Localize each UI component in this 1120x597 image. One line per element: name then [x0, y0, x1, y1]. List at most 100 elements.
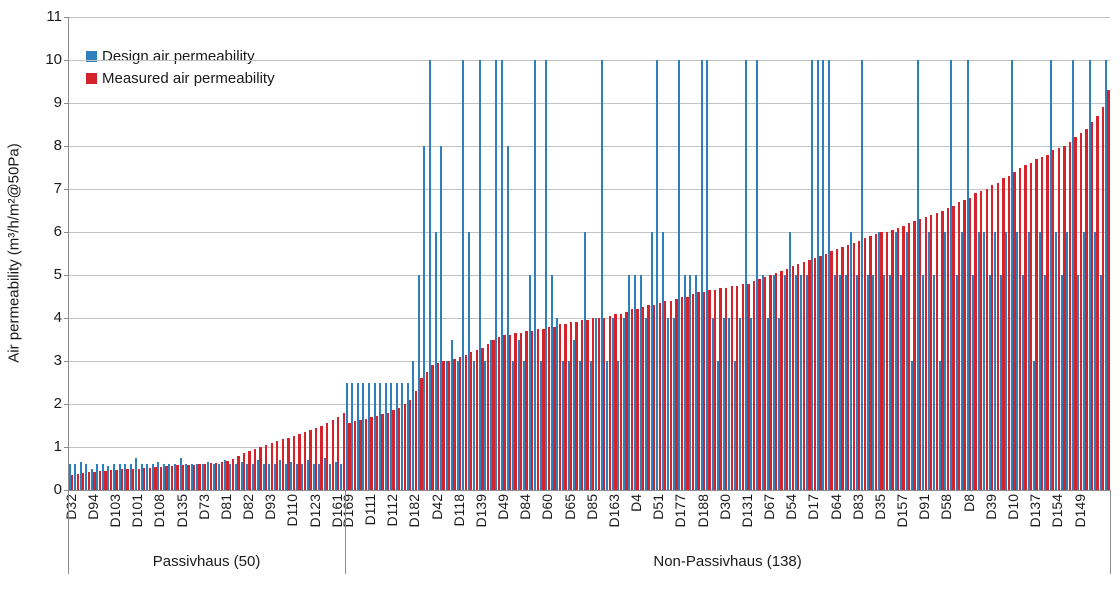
design-legend-label: Design air permeability — [102, 47, 255, 65]
measured-bar — [780, 270, 783, 490]
y-tick-label: 6 — [53, 223, 62, 240]
design-bar — [534, 60, 537, 490]
y-axis-title: Air permeability (m³/h/m²@50Pa) — [5, 143, 23, 363]
measured-bar — [835, 249, 839, 490]
measured-bar — [702, 292, 706, 490]
y-tick-label: 9 — [53, 94, 62, 111]
measured-bar — [386, 412, 390, 490]
design-bar — [966, 60, 969, 490]
x-tick-label-text: D137 — [1027, 494, 1044, 528]
measured-bar — [1040, 156, 1044, 490]
measured-bar — [71, 474, 74, 490]
measured-bar — [919, 219, 922, 490]
y-tick-label: 10 — [45, 51, 62, 68]
x-tick-label: D94 — [84, 494, 102, 525]
y-tick-label: 11 — [46, 8, 62, 25]
design-bar — [340, 464, 343, 490]
design-bar — [911, 361, 914, 490]
measured-bar — [209, 463, 212, 490]
x-tick-label-text: D157 — [894, 494, 911, 528]
measured-bar — [725, 287, 728, 490]
design-bar — [1082, 232, 1085, 490]
gridline — [68, 60, 1110, 61]
design-bar — [689, 275, 692, 490]
design-bar — [866, 275, 869, 490]
design-bar — [1077, 275, 1080, 490]
x-tick-label-text: D101 — [129, 494, 146, 528]
design-bar — [506, 146, 509, 490]
y-axis-tick — [64, 361, 68, 362]
y-axis-tick — [64, 447, 68, 448]
measured-bar — [675, 298, 678, 490]
design-bar — [1088, 60, 1091, 490]
design-bar — [1060, 275, 1063, 490]
measured-bar — [819, 255, 822, 490]
design-bar — [301, 464, 304, 490]
design-bar — [634, 275, 637, 490]
design-bar — [805, 275, 808, 490]
x-tick-label-text: D108 — [151, 494, 168, 528]
measured-bar — [508, 335, 512, 490]
x-tick-label-text: D91 — [916, 494, 933, 520]
measured-bar — [979, 191, 983, 490]
x-tick-label: D65 — [561, 494, 579, 525]
legend-item-design: Design air permeability — [86, 45, 275, 67]
measured-bar — [603, 318, 606, 490]
design-bar — [478, 60, 481, 490]
design-bar — [678, 60, 681, 490]
gridline — [68, 189, 1110, 190]
x-tick-label-text: D103 — [107, 494, 124, 528]
design-bar — [828, 60, 831, 490]
x-tick-label: D163 — [605, 494, 623, 532]
design-bar — [1055, 232, 1058, 490]
design-bar — [983, 232, 986, 490]
measured-bar — [830, 251, 833, 490]
design-bar — [1105, 60, 1108, 490]
x-tick-label-text: D139 — [472, 494, 489, 528]
design-bar — [622, 318, 625, 490]
measured-bar — [874, 234, 878, 490]
measured-bar — [902, 225, 905, 490]
measured-bar — [420, 378, 423, 490]
x-tick-label: D35 — [871, 494, 889, 525]
x-tick-label: D84 — [516, 494, 534, 525]
measured-bar — [1024, 165, 1027, 490]
y-axis-tick — [64, 275, 68, 276]
design-bar — [927, 232, 930, 490]
design-bar — [113, 464, 116, 490]
measured-bar — [93, 471, 96, 490]
design-bar — [905, 232, 908, 490]
y-tick-label: 1 — [53, 438, 62, 455]
x-tick-label: D110 — [283, 494, 301, 531]
measured-bar — [758, 279, 761, 490]
x-tick-label-text: D149 — [1071, 494, 1088, 528]
gridline — [68, 447, 1110, 448]
design-bar — [484, 361, 487, 490]
design-bar — [185, 464, 188, 490]
measured-bar — [353, 421, 357, 490]
design-bar — [722, 318, 725, 490]
design-bar — [1094, 232, 1097, 490]
measured-bar — [409, 399, 412, 490]
y-axis-tick — [64, 490, 68, 491]
design-bar — [240, 462, 243, 490]
y-tick-label: 5 — [53, 266, 62, 283]
design-bar — [157, 462, 160, 490]
design-bar — [251, 464, 254, 490]
measured-bar — [536, 328, 539, 490]
measured-bar — [708, 290, 711, 490]
design-bar — [440, 146, 443, 490]
design-bar — [229, 464, 232, 490]
design-bar — [894, 232, 897, 490]
design-bar — [295, 464, 298, 490]
design-bar — [512, 361, 515, 490]
x-tick-label-text: D51 — [650, 494, 667, 520]
design-bar — [135, 457, 138, 490]
x-tick-label: D4 — [627, 494, 645, 517]
measured-bar — [608, 315, 612, 490]
design-bar — [850, 232, 853, 490]
x-tick-label: D83 — [849, 494, 867, 525]
x-tick-label: D42 — [428, 494, 446, 525]
design-bar — [695, 275, 697, 490]
design-bar — [246, 464, 249, 490]
